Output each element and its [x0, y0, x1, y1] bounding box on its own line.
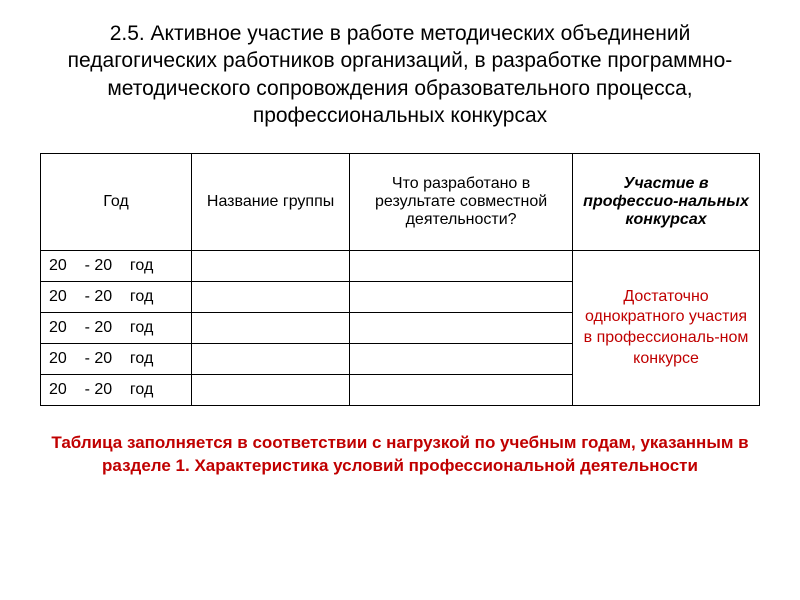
section-title: 2.5. Активное участие в работе методичес… — [40, 20, 760, 129]
cell-year: 20 - 20 год — [41, 313, 192, 344]
cell-group — [191, 282, 349, 313]
cell-year: 20 - 20 год — [41, 344, 192, 375]
cell-year: 20 - 20 год — [41, 251, 192, 282]
cell-group — [191, 251, 349, 282]
footer-note: Таблица заполняется в соответствии с наг… — [40, 432, 760, 478]
methodical-table: Год Название группы Что разработано в ре… — [40, 153, 760, 406]
cell-result — [350, 282, 573, 313]
header-year: Год — [41, 154, 192, 251]
cell-result — [350, 344, 573, 375]
table-header-row: Год Название группы Что разработано в ре… — [41, 154, 760, 251]
cell-result — [350, 251, 573, 282]
cell-year: 20 - 20 год — [41, 375, 192, 406]
header-result: Что разработано в результате совместной … — [350, 154, 573, 251]
cell-participation-merged: Достаточно однократного участия в профес… — [573, 251, 760, 406]
table-row: 20 - 20 год Достаточно однократного учас… — [41, 251, 760, 282]
cell-group — [191, 313, 349, 344]
cell-result — [350, 375, 573, 406]
cell-group — [191, 375, 349, 406]
header-participation: Участие в профессио-нальных конкурсах — [573, 154, 760, 251]
cell-result — [350, 313, 573, 344]
header-group: Название группы — [191, 154, 349, 251]
cell-group — [191, 344, 349, 375]
cell-year: 20 - 20 год — [41, 282, 192, 313]
